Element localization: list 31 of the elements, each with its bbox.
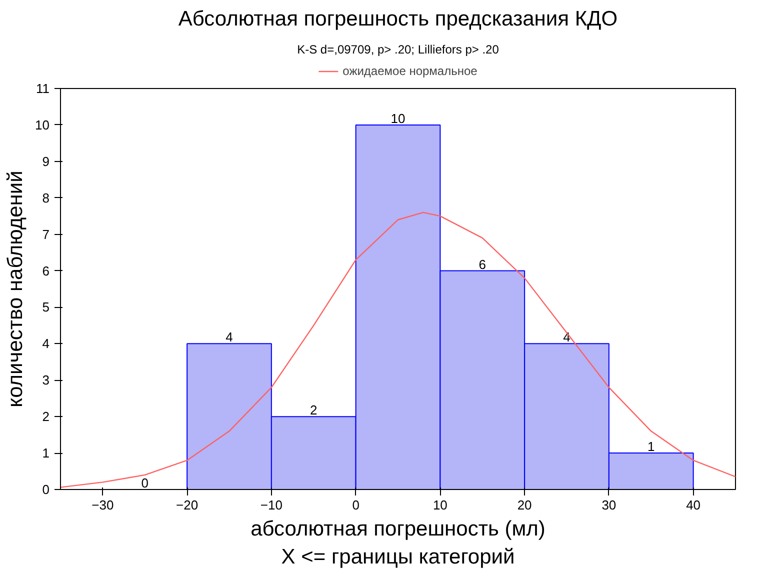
data-label: 4: [226, 330, 233, 345]
legend-label: ожидаемое нормальное: [342, 64, 478, 78]
y-tick-label: 3: [42, 372, 50, 388]
y-tick-label: 1: [42, 446, 50, 461]
x-tick-label: 20: [517, 498, 532, 512]
x-tick-label: −30: [92, 498, 114, 512]
chart-title: Абсолютная погрешность предсказания КДО: [178, 8, 618, 30]
text: абсолютная погрешность (мл) X <= границы категорий: [250, 518, 546, 568]
y-axis-title: количество наблюдений: [4, 170, 28, 408]
chart-subtitle: K-S d=,09709, p> .20; Lilliefors p> .20: [297, 42, 500, 56]
y-tick-label: 6: [42, 263, 50, 278]
data-label: 6: [478, 256, 486, 272]
y-tick-label: 4: [42, 336, 50, 352]
y-tick-label: 0: [42, 482, 50, 497]
x-tick-label: 10: [432, 498, 448, 512]
x-tick-label: 0: [352, 498, 360, 512]
y-tick-label: 7: [42, 226, 50, 242]
x-tick-label: 30: [602, 498, 616, 512]
y-tick-label: 9: [42, 154, 50, 169]
y-tick-label: 2: [42, 409, 50, 424]
data-label: 0: [141, 476, 148, 490]
x-tick-label: −20: [176, 498, 198, 512]
data-label: 10: [390, 110, 406, 126]
y-tick-label: 5: [42, 300, 50, 315]
y-tick-label: 10: [35, 117, 50, 132]
y-tick-label: 8: [42, 190, 50, 206]
x-tick-label: 40: [686, 498, 701, 512]
x-tick-label: −10: [260, 498, 282, 512]
data-label: 1: [648, 439, 655, 454]
data-label: 2: [310, 402, 318, 418]
y-tick-label: 11: [36, 81, 50, 96]
